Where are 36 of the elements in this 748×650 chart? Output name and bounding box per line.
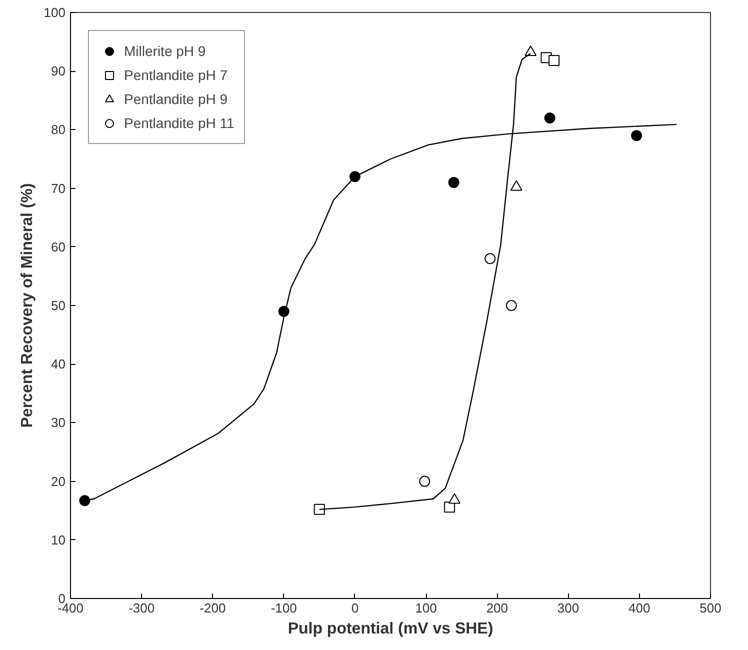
y-tick-label: 0 [58,591,66,606]
y-tick-label: 30 [51,415,66,430]
y-tick-label: 50 [51,298,66,313]
legend-label: Pentlandite pH 9 [124,91,228,107]
legend-label: Pentlandite pH 11 [124,115,234,131]
y-tick-label: 40 [51,356,66,372]
x-tick-label: 0 [351,600,359,616]
y-tick-label: 70 [51,180,66,196]
point [444,502,456,513]
x-tick-label: -200 [200,600,226,616]
point [79,495,90,506]
legend-label: Pentlandite pH 7 [124,67,228,83]
legend-label: Millerite pH 9 [124,43,206,59]
x-tick-label: 400 [628,600,650,616]
y-tick-label: 80 [51,122,66,138]
x-tick-label: 300 [557,600,580,616]
y-tick-label: 60 [51,239,66,254]
point [484,253,496,264]
x-axis-title: Pulp potential (mV vs SHE) [288,620,494,638]
x-tick-label: -300 [128,600,155,616]
point [448,176,460,188]
y-tick-label: 90 [51,64,66,79]
x-tick-label: 500 [700,600,722,616]
y-tick-label: 100 [44,5,66,20]
point [506,300,517,311]
point [548,55,560,66]
x-tick-label: -100 [270,600,297,616]
point [314,504,325,515]
x-tick-label: 100 [415,600,437,616]
y-tick-label: 20 [51,474,66,489]
x-tick-label: 200 [486,600,508,616]
y-axis-title: Percent Recovery of Mineral (%) [18,183,36,428]
point [544,112,556,124]
point [631,130,642,142]
point [419,476,430,487]
y-tick-label: 10 [51,532,66,548]
